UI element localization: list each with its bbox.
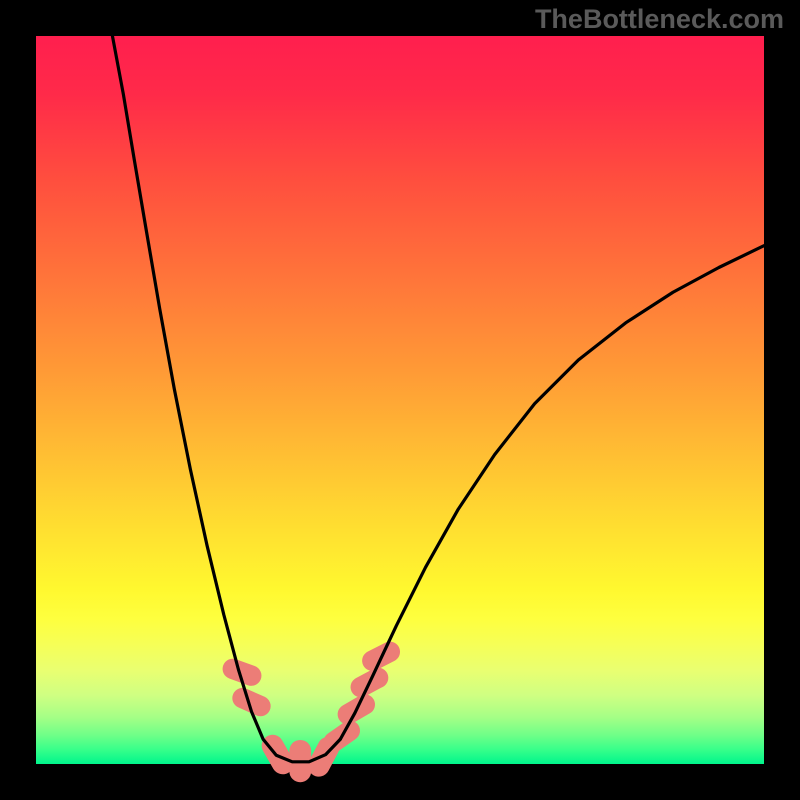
right-curve [340, 246, 764, 740]
plot-area [36, 36, 764, 764]
chart-frame: TheBottleneck.com [0, 0, 800, 800]
watermark-text: TheBottleneck.com [535, 4, 784, 35]
left-curve [112, 36, 340, 762]
chart-svg [36, 36, 764, 764]
